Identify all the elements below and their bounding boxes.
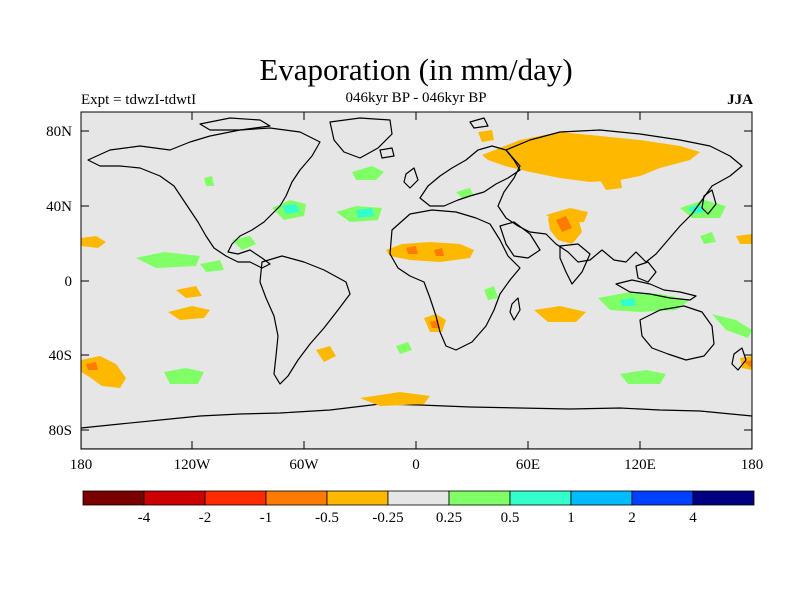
lon-label-180e: 180 [741,457,764,473]
colorbar-label: 0.5 [501,510,520,526]
patch-positive-europe [456,188,474,198]
coastlines [87,117,747,385]
map-title: Evaporation (in mm/day) [259,52,573,87]
colorbar-label: -1 [260,510,273,526]
patch-negative-asia-small [600,176,622,190]
patch-strong-indonesia [620,298,636,306]
colorbar-label: 1 [567,510,575,526]
new-zealand-coastline [731,347,747,371]
patch-negative-pacific-west [81,236,106,248]
colorbar-label: 4 [689,510,697,526]
colorbar-swatch [82,490,145,506]
japan-coastline [701,189,717,215]
anomaly-patches [81,130,752,406]
patch-strong-sahel-2 [434,248,444,256]
patch-positive-east-africa [484,286,498,300]
colorbar-label: 2 [628,510,636,526]
patch-positive-equatorial-pacific [136,252,200,268]
colorbar-label: -4 [138,510,151,526]
british-isles-coastline [403,167,419,189]
north-america-coastline [87,127,321,269]
patch-negative-southern-ocean [360,392,430,406]
colorbar-swatch [387,490,450,506]
colorbar-label: -2 [199,510,212,526]
colorbar-swatch [448,490,511,506]
lat-label-40s: 40S [49,348,72,364]
south-america-coastline [259,255,351,385]
map-subtitle: 046kyr BP - 046kyr BP [345,90,487,106]
colorbar-swatch [570,490,633,506]
longitude-axis [191,112,641,449]
lon-label-60e: 60E [516,457,540,473]
patch-negative-south-atlantic [316,346,336,362]
madagascar-coastline [509,297,521,321]
patch-negative-pacific-mid [168,306,210,320]
australia-coastline [639,305,715,361]
borneo-coastline [635,261,657,283]
patch-positive-southern-indian [620,370,666,384]
lon-label-180w: 180 [70,457,93,473]
arctic-islands-coastline [199,117,271,131]
latitude-labels: 80N 40N 0 40S 80S [46,124,72,439]
patch-positive-north-atlantic-2 [352,166,384,180]
colorbar-swatch [265,490,328,506]
iceland-coastline [379,147,395,159]
antarctica-coastline [81,403,752,449]
colorbar-swatch [326,490,389,506]
colorbar-labels: -4 -2 -1 -0.5 -0.25 0.25 0.5 1 2 4 [138,510,698,526]
patch-strong-north-atlantic [282,204,300,214]
lat-label-80s: 80S [49,423,72,439]
greenland-coastline [329,117,393,159]
colorbar-swatch [204,490,267,506]
lat-label-40n: 40N [46,199,72,215]
patch-positive-caribbean [232,236,256,250]
patch-positive-north-america [204,176,214,186]
patch-positive-australia-east [712,314,752,338]
colorbar-swatch [509,490,572,506]
patch-positive-south-atlantic [396,342,412,354]
colorbar-label: 0.25 [436,510,462,526]
svalbard-coastline [469,117,489,129]
lon-label-60w: 60W [289,457,319,473]
patch-strong-nz [744,360,752,368]
patch-negative-sahel [386,242,474,262]
patch-strong-sahel [406,246,418,254]
lat-label-0: 0 [65,274,73,290]
experiment-label: Expt = tdwzI-tdwtI [81,92,197,108]
latitude-axis [81,130,752,431]
patch-negative-indian-ocean [534,306,586,322]
colorbar-swatch [631,490,694,506]
lon-label-120e: 120E [624,457,656,473]
africa-coastline [389,209,521,351]
india-coastline [559,243,591,285]
colorbar-swatch [143,490,206,506]
colorbar-label: -0.25 [372,510,403,526]
lat-label-80n: 80N [46,124,72,140]
patch-strong-arabia [556,216,572,232]
patch-positive-japan [700,232,716,244]
colorbar-label: -0.5 [315,510,339,526]
patch-positive-south-pacific [164,368,204,384]
indonesia-coastline [615,279,697,301]
patch-strong-mid-atlantic [356,208,374,218]
lon-label-120w: 120W [174,457,212,473]
patch-positive-east-pacific [200,260,224,272]
arabia-coastline [499,221,541,259]
europe-coastline [419,145,521,207]
longitude-labels: 180 120W 60W 0 60E 120E 180 [70,457,764,473]
colorbar [82,490,755,506]
lon-label-0: 0 [412,457,420,473]
patch-negative-north-pacific [176,286,202,298]
patch-negative-siberia [482,132,700,182]
patch-negative-east-pacific [736,234,752,244]
colorbar-swatch [692,490,755,506]
patch-negative-europe-north [478,130,494,142]
patch-strong-pacific-south [86,362,98,370]
season-label: JJA [727,92,753,108]
